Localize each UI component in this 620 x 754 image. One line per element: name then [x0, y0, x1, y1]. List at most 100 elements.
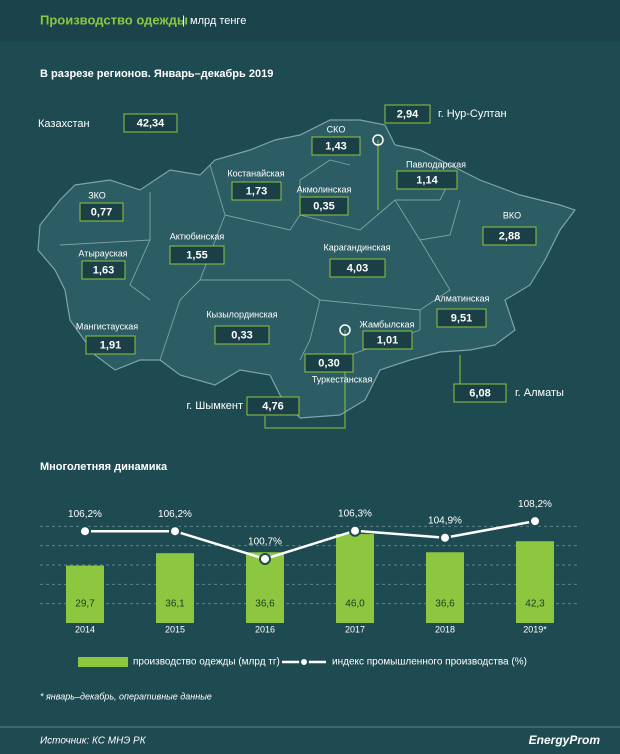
region-label: Костанайская	[227, 168, 284, 178]
region-value: 1,63	[93, 264, 114, 276]
x-tick-label: 2019*	[523, 624, 547, 634]
header-band	[0, 0, 620, 42]
bar	[336, 534, 374, 623]
region-box	[453, 383, 507, 403]
bar	[426, 552, 464, 623]
header-title: Производство одежды	[40, 12, 188, 27]
x-tick-label: 2018	[435, 624, 455, 634]
bar	[66, 565, 104, 623]
bar	[516, 541, 554, 623]
region-box	[396, 170, 458, 190]
bar-value-label: 36,6	[255, 599, 275, 610]
index-point	[529, 515, 541, 528]
region-label: Актюбинская	[170, 231, 225, 241]
footnote: * январь–декабрь, оперативные данные	[40, 691, 212, 701]
header-separator: |	[182, 13, 185, 27]
region-box	[231, 181, 282, 201]
city-marker	[372, 134, 384, 146]
region-label: Карагандинская	[323, 242, 390, 252]
x-tick-label: 2015	[165, 624, 185, 634]
index-value-label: 106,2%	[68, 509, 102, 520]
region-value: 1,14	[416, 174, 438, 186]
index-value-label: 104,9%	[428, 515, 462, 526]
region-value: 2,88	[499, 230, 520, 242]
region-box	[482, 226, 537, 246]
index-line	[85, 519, 536, 561]
x-tick-label: 2017	[345, 624, 365, 634]
legend-label: производство одежды (млрд тг)	[133, 657, 280, 668]
region-label: Казахстан	[38, 118, 90, 130]
region-value: 4,03	[347, 262, 368, 274]
index-value-label: 100,7%	[248, 537, 282, 548]
region-label: Кызылординская	[206, 309, 277, 319]
region-label: г. Нур-Султан	[438, 108, 507, 120]
bar-value-label: 29,7	[75, 599, 95, 610]
region-value: 1,55	[186, 249, 207, 261]
map	[37, 119, 576, 429]
region-box	[362, 330, 413, 350]
region-box	[79, 202, 124, 222]
region-label: Акмолинская	[297, 184, 352, 194]
region-box	[436, 308, 487, 328]
index-point	[439, 531, 451, 544]
region-box	[169, 245, 225, 265]
region-value: 42,34	[137, 117, 165, 129]
region-value: 0,33	[231, 329, 252, 341]
index-value-label: 106,3%	[338, 508, 372, 519]
bar-value-label: 42,3	[525, 599, 545, 610]
region-value: 6,08	[469, 387, 490, 399]
region-value: 2,94	[397, 108, 419, 120]
region-value: 0,77	[91, 206, 112, 218]
index-value-label: 106,2%	[158, 509, 192, 520]
legend-swatch	[78, 657, 128, 667]
region-value: 1,91	[100, 339, 121, 351]
region-value: 0,30	[318, 357, 339, 369]
region-value: 1,73	[246, 185, 267, 197]
bar-value-label: 46,0	[345, 599, 365, 610]
region-label: ВКО	[503, 210, 521, 220]
region-box	[81, 260, 126, 280]
country-outline	[37, 119, 576, 419]
index-point	[169, 525, 181, 538]
x-tick-label: 2016	[255, 624, 275, 634]
source: Источник: КС МНЭ РК	[40, 736, 147, 747]
x-tick-label: 2014	[75, 624, 95, 634]
region-box	[85, 335, 136, 355]
map-subtitle: В разрезе регионов. Январь–декабрь 2019	[40, 68, 273, 80]
chart-title: Многолетняя динамика	[40, 461, 168, 473]
logo: EnergyProm	[529, 733, 601, 747]
region-value: 1,43	[325, 140, 346, 152]
region-label: Жамбылская	[360, 319, 415, 329]
region-box	[246, 396, 300, 416]
region-box	[299, 196, 349, 216]
index-point	[349, 524, 361, 537]
region-label: Туркестанская	[312, 374, 373, 384]
legend-label: индекс промышленного производства (%)	[332, 657, 527, 668]
index-value-label: 108,2%	[518, 499, 552, 510]
region-label: Алматинская	[435, 293, 490, 303]
region-box	[311, 136, 361, 156]
region-label: Павлодарская	[406, 159, 466, 169]
region-box	[304, 353, 354, 373]
region-value: 9,51	[451, 312, 472, 324]
header-unit: млрд тенге	[190, 15, 246, 27]
legend-swatch	[299, 657, 309, 667]
region-label: Мангистауская	[76, 321, 138, 331]
region-value: 4,76	[262, 400, 283, 412]
bar-value-label: 36,1	[165, 599, 185, 610]
region-label: ЗКО	[88, 190, 106, 200]
region-label: СКО	[327, 124, 346, 134]
index-point	[259, 552, 271, 565]
city-marker	[339, 324, 351, 336]
region-label: Атырауская	[78, 248, 127, 258]
region-box	[329, 258, 386, 278]
bar-value-label: 36,6	[435, 599, 455, 610]
region-label: г. Алматы	[515, 387, 564, 399]
region-box	[214, 325, 270, 345]
bar	[156, 553, 194, 623]
index-point	[79, 525, 91, 538]
region-box	[384, 104, 431, 124]
region-value: 1,01	[377, 334, 398, 346]
